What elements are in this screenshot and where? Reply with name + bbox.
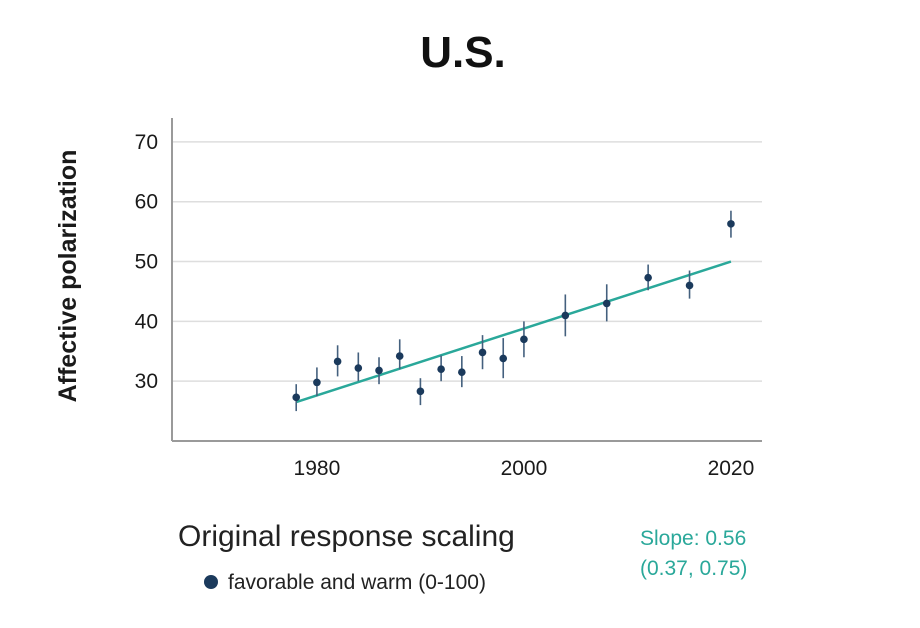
gridlines [172,141,762,382]
y-tick-label-60: 60 [135,191,158,214]
x-tick-label-2020: 2020 [708,457,755,480]
x-tick-label-2000: 2000 [501,457,548,480]
data-point-2008 [602,299,611,308]
data-point-1998 [499,354,508,363]
slope-annotation-interval: (0.37, 0.75) [640,557,747,580]
slope-annotation-value: Slope: 0.56 [640,527,746,550]
data-point-2020 [727,220,735,228]
trend-line [295,260,732,404]
data-point-1978 [292,393,301,402]
data-point-2000 [520,335,528,344]
x-tick-label-1980: 1980 [294,457,341,480]
y-tick-label-70: 70 [135,131,158,154]
y-tick-label-50: 50 [135,251,158,274]
data-point-2016 [685,281,694,290]
y-tick-label-30: 30 [135,370,158,393]
data-point-1994 [458,368,466,377]
data-point-1984 [354,364,363,372]
data-point-1980 [313,378,321,387]
data-point-1986 [375,366,383,375]
x-tick-labels: 1980 2000 2020 [294,457,755,480]
data-point-1988 [395,352,404,360]
data-point-1990 [416,387,425,396]
data-point-2012 [644,273,652,282]
y-axis-label: Affective polarization [54,150,82,403]
legend-entry-label: favorable and warm (0-100) [228,571,486,594]
data-point-1992 [437,365,445,374]
data-point-1996 [478,348,487,357]
chart-title: U.S. [420,28,506,77]
data-point-2004 [561,311,570,320]
legend-title: Original response scaling [178,520,515,553]
data-points [292,220,735,402]
y-tick-label-40: 40 [135,310,158,333]
y-tick-labels: 30 40 50 60 70 [135,131,158,393]
data-point-1982 [333,357,342,366]
trend-line-group [295,260,732,404]
legend-marker [204,575,218,589]
